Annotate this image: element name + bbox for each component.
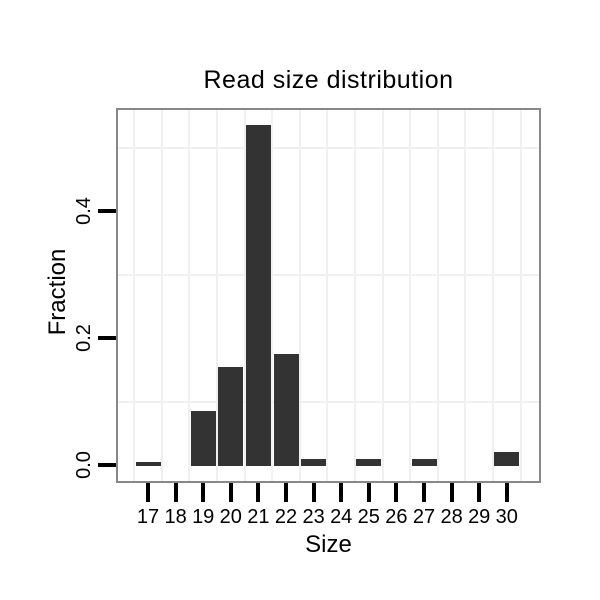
y-axis-tick-label: 0.2	[73, 324, 95, 352]
gridline-vertical	[354, 110, 356, 481]
gridline-vertical	[436, 110, 439, 481]
x-axis-tick-label: 24	[330, 506, 353, 528]
gridline-vertical	[492, 110, 494, 481]
x-axis-tick	[339, 483, 344, 502]
gridline-horizontal	[118, 400, 539, 403]
x-axis-tick	[394, 483, 399, 502]
bar-size-21	[245, 125, 271, 466]
bar-size-17	[135, 462, 161, 466]
x-axis-tick-label: 22	[274, 506, 298, 528]
gridline-vertical	[519, 110, 522, 481]
x-axis-tick	[504, 483, 509, 502]
x-axis-tick-label: 18	[164, 506, 187, 528]
x-axis-tick-label: 25	[357, 506, 380, 528]
bar-size-30	[494, 452, 520, 466]
x-axis-tick	[201, 483, 206, 502]
bar-size-23	[301, 458, 327, 466]
chart-title: Read size distribution	[203, 66, 454, 94]
x-axis-tick-label: 17	[136, 506, 160, 528]
x-axis-tick	[146, 483, 150, 502]
bar-size-22	[273, 353, 299, 466]
x-axis-tick	[228, 483, 233, 502]
x-axis-tick-label: 26	[385, 506, 408, 528]
x-axis-tick-label: 19	[192, 506, 215, 528]
x-axis-tick	[256, 483, 261, 502]
bar-size-25	[356, 458, 382, 466]
gridline-vertical	[464, 110, 467, 481]
gridline-vertical	[216, 110, 218, 481]
bar-size-20	[218, 366, 244, 466]
y-axis-tick-label: 0.4	[73, 197, 95, 225]
x-axis-tick	[284, 483, 288, 502]
x-axis-tick-label: 29	[468, 506, 491, 528]
gridline-vertical	[133, 110, 136, 481]
gridline-vertical	[188, 110, 191, 481]
gridline-vertical	[409, 110, 412, 481]
gridline-vertical	[271, 110, 274, 481]
gridline-vertical	[326, 110, 329, 481]
x-axis-tick-label: 30	[495, 506, 518, 528]
gridline-vertical	[298, 110, 301, 481]
plot-area	[116, 108, 541, 483]
y-axis-tick-label: 0.0	[73, 451, 95, 479]
x-axis-tick-label: 28	[440, 506, 463, 528]
y-axis-tick	[98, 209, 116, 213]
gridline-vertical	[160, 110, 163, 481]
x-axis-tick	[173, 483, 178, 502]
x-axis-tick-label: 20	[219, 506, 242, 528]
x-axis-tick	[449, 483, 454, 502]
y-axis-tick	[98, 463, 116, 467]
bar-size-19	[190, 411, 216, 466]
y-axis-title: Fraction	[44, 248, 71, 336]
gridline-vertical	[243, 110, 246, 481]
x-axis-tick	[311, 483, 316, 502]
x-axis-tick	[477, 483, 482, 502]
y-axis-tick	[98, 336, 116, 340]
x-axis-title: Size	[305, 531, 352, 558]
x-axis-tick	[366, 483, 371, 502]
x-axis-tick-label: 23	[302, 506, 325, 528]
x-axis-tick	[422, 483, 426, 502]
x-axis-tick-label: 21	[247, 506, 270, 528]
x-axis-tick-label: 27	[412, 506, 436, 528]
gridline-horizontal	[118, 273, 539, 276]
bar-size-27	[411, 458, 437, 466]
gridline-vertical	[381, 110, 384, 481]
gridline-horizontal	[118, 146, 539, 149]
